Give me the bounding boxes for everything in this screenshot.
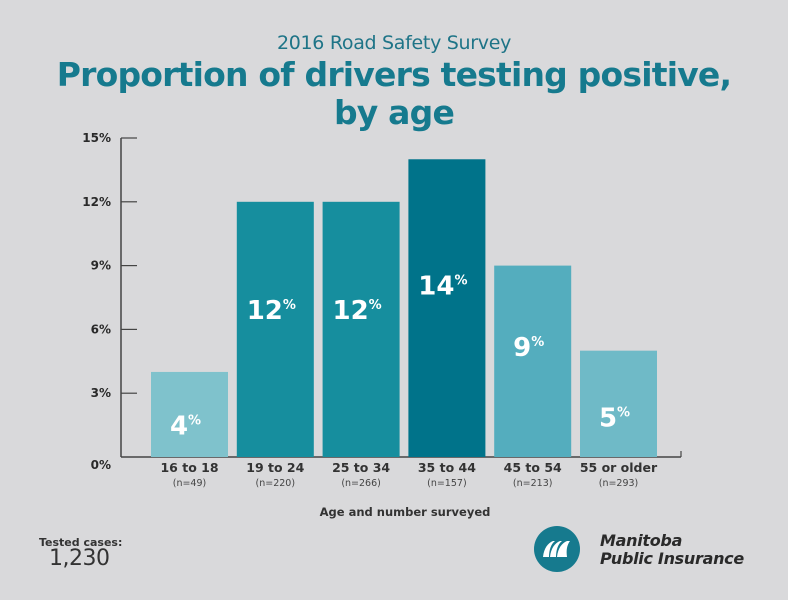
bar (408, 159, 486, 457)
bar (151, 371, 228, 457)
y-tick-label: 3% (91, 386, 111, 400)
y-tick-label: 0% (91, 458, 111, 472)
data-label-percent: % (188, 414, 201, 429)
sample-size-label: (n=213) (513, 478, 553, 489)
y-tick-label: 9% (91, 259, 111, 273)
sample-size-label: (n=220) (256, 478, 296, 489)
bar (322, 201, 400, 457)
data-label-percent: % (283, 298, 296, 313)
x-tick-label: 25 to 34 (332, 460, 390, 475)
y-tick-label: 15% (82, 131, 111, 145)
x-tick-label: 45 to 54 (504, 460, 562, 475)
tested-cases-label: Tested cases: (39, 536, 123, 549)
brand-name: Manitoba Public Insurance (600, 532, 744, 568)
bar (236, 201, 314, 457)
data-label-percent: % (369, 298, 382, 313)
sample-size-label: (n=49) (173, 478, 206, 489)
bar (580, 350, 657, 457)
x-tick-label: 19 to 24 (246, 460, 304, 475)
sample-size-label: (n=157) (427, 478, 467, 489)
tested-cases-value: 1,230 (49, 546, 110, 571)
data-label-percent: % (531, 335, 544, 350)
data-label-percent: % (617, 406, 630, 421)
brand-line-2: Public Insurance (600, 549, 744, 568)
bars (151, 159, 657, 457)
x-axis-label: Age and number surveyed (320, 505, 491, 519)
x-tick-label: 16 to 18 (160, 460, 218, 475)
chart-title: Proportion of drivers testing positive, … (0, 56, 788, 132)
y-tick-label: 6% (91, 322, 111, 336)
x-tick-label: 35 to 44 (418, 460, 476, 475)
chart-title-line-1: Proportion of drivers testing positive, (56, 55, 732, 94)
x-tick-label: 55 or older (580, 460, 658, 475)
data-label-percent: % (454, 273, 467, 288)
y-tick-label: 12% (82, 195, 111, 209)
chart-subtitle: 2016 Road Safety Survey (276, 32, 512, 54)
chart-title-line-2: by age (333, 93, 455, 132)
bar (494, 265, 572, 457)
sample-size-label: (n=293) (599, 478, 639, 489)
sample-size-label: (n=266) (341, 478, 381, 489)
mpi-logo-icon (534, 526, 580, 572)
brand-line-1: Manitoba (600, 531, 683, 550)
